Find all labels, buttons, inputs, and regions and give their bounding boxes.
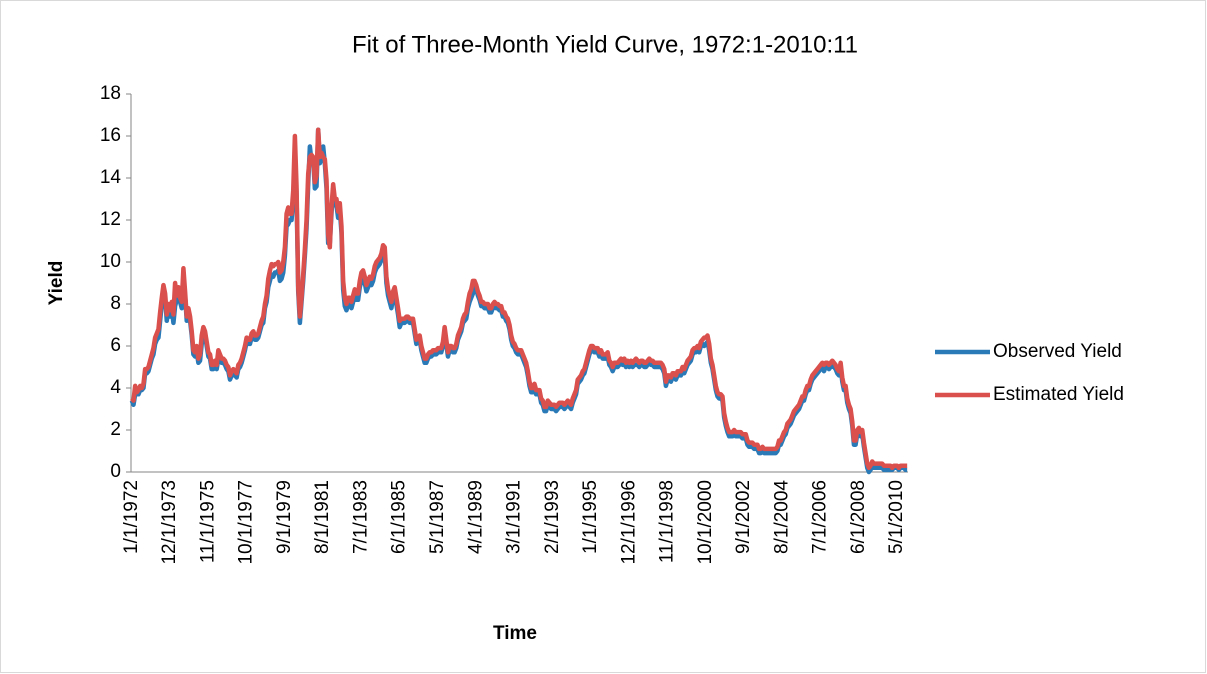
x-tick-label: 10/1/1977 (236, 480, 257, 565)
x-tick-label: 6/1/1985 (389, 480, 410, 554)
legend-label: Estimated Yield (993, 384, 1124, 405)
y-tick-label: 0 (110, 461, 121, 482)
x-tick-label: 2/1/1993 (542, 480, 563, 554)
x-tick-label: 5/1/1987 (427, 480, 448, 554)
y-tick-label: 8 (110, 293, 121, 314)
legend-label: Observed Yield (993, 341, 1122, 362)
y-tick-label: 16 (100, 125, 121, 146)
x-tick-label: 11/1/1998 (657, 480, 678, 563)
y-tick-label: 14 (100, 167, 122, 188)
y-tick-label: 12 (100, 209, 121, 230)
series-line (130, 127, 908, 471)
x-axis-label: Time (493, 623, 537, 644)
x-tick-label: 8/1/1981 (312, 480, 333, 554)
x-tick-label: 1/1/1972 (121, 480, 142, 554)
x-tick-label: 1/1/1995 (580, 480, 601, 554)
x-tick-label: 4/1/1989 (465, 480, 486, 554)
y-tick-label: 10 (100, 251, 121, 272)
y-axis-label: Yield (46, 261, 67, 306)
y-tick-label: 4 (110, 377, 121, 398)
x-tick-label: 12/1/1973 (159, 480, 180, 565)
x-tick-label: 10/1/2000 (695, 480, 716, 565)
x-tick-label: 5/1/2010 (886, 480, 907, 554)
x-tick-label: 8/1/2004 (771, 480, 792, 554)
y-tick-label: 2 (110, 419, 121, 440)
x-tick-label: 12/1/1996 (618, 480, 639, 565)
y-tick-label: 18 (100, 83, 121, 104)
x-tick-label: 9/1/1979 (274, 480, 295, 554)
x-tick-label: 11/1/1975 (197, 480, 218, 563)
x-tick-label: 7/1/1983 (350, 480, 371, 554)
y-tick-label: 6 (110, 335, 121, 356)
x-tick-label: 6/1/2008 (848, 480, 869, 554)
x-tick-label: 7/1/2006 (810, 480, 831, 554)
x-tick-label: 9/1/2002 (733, 480, 754, 554)
chart-title: Fit of Three-Month Yield Curve, 1972:1-2… (352, 31, 858, 58)
x-tick-label: 3/1/1991 (504, 480, 525, 554)
